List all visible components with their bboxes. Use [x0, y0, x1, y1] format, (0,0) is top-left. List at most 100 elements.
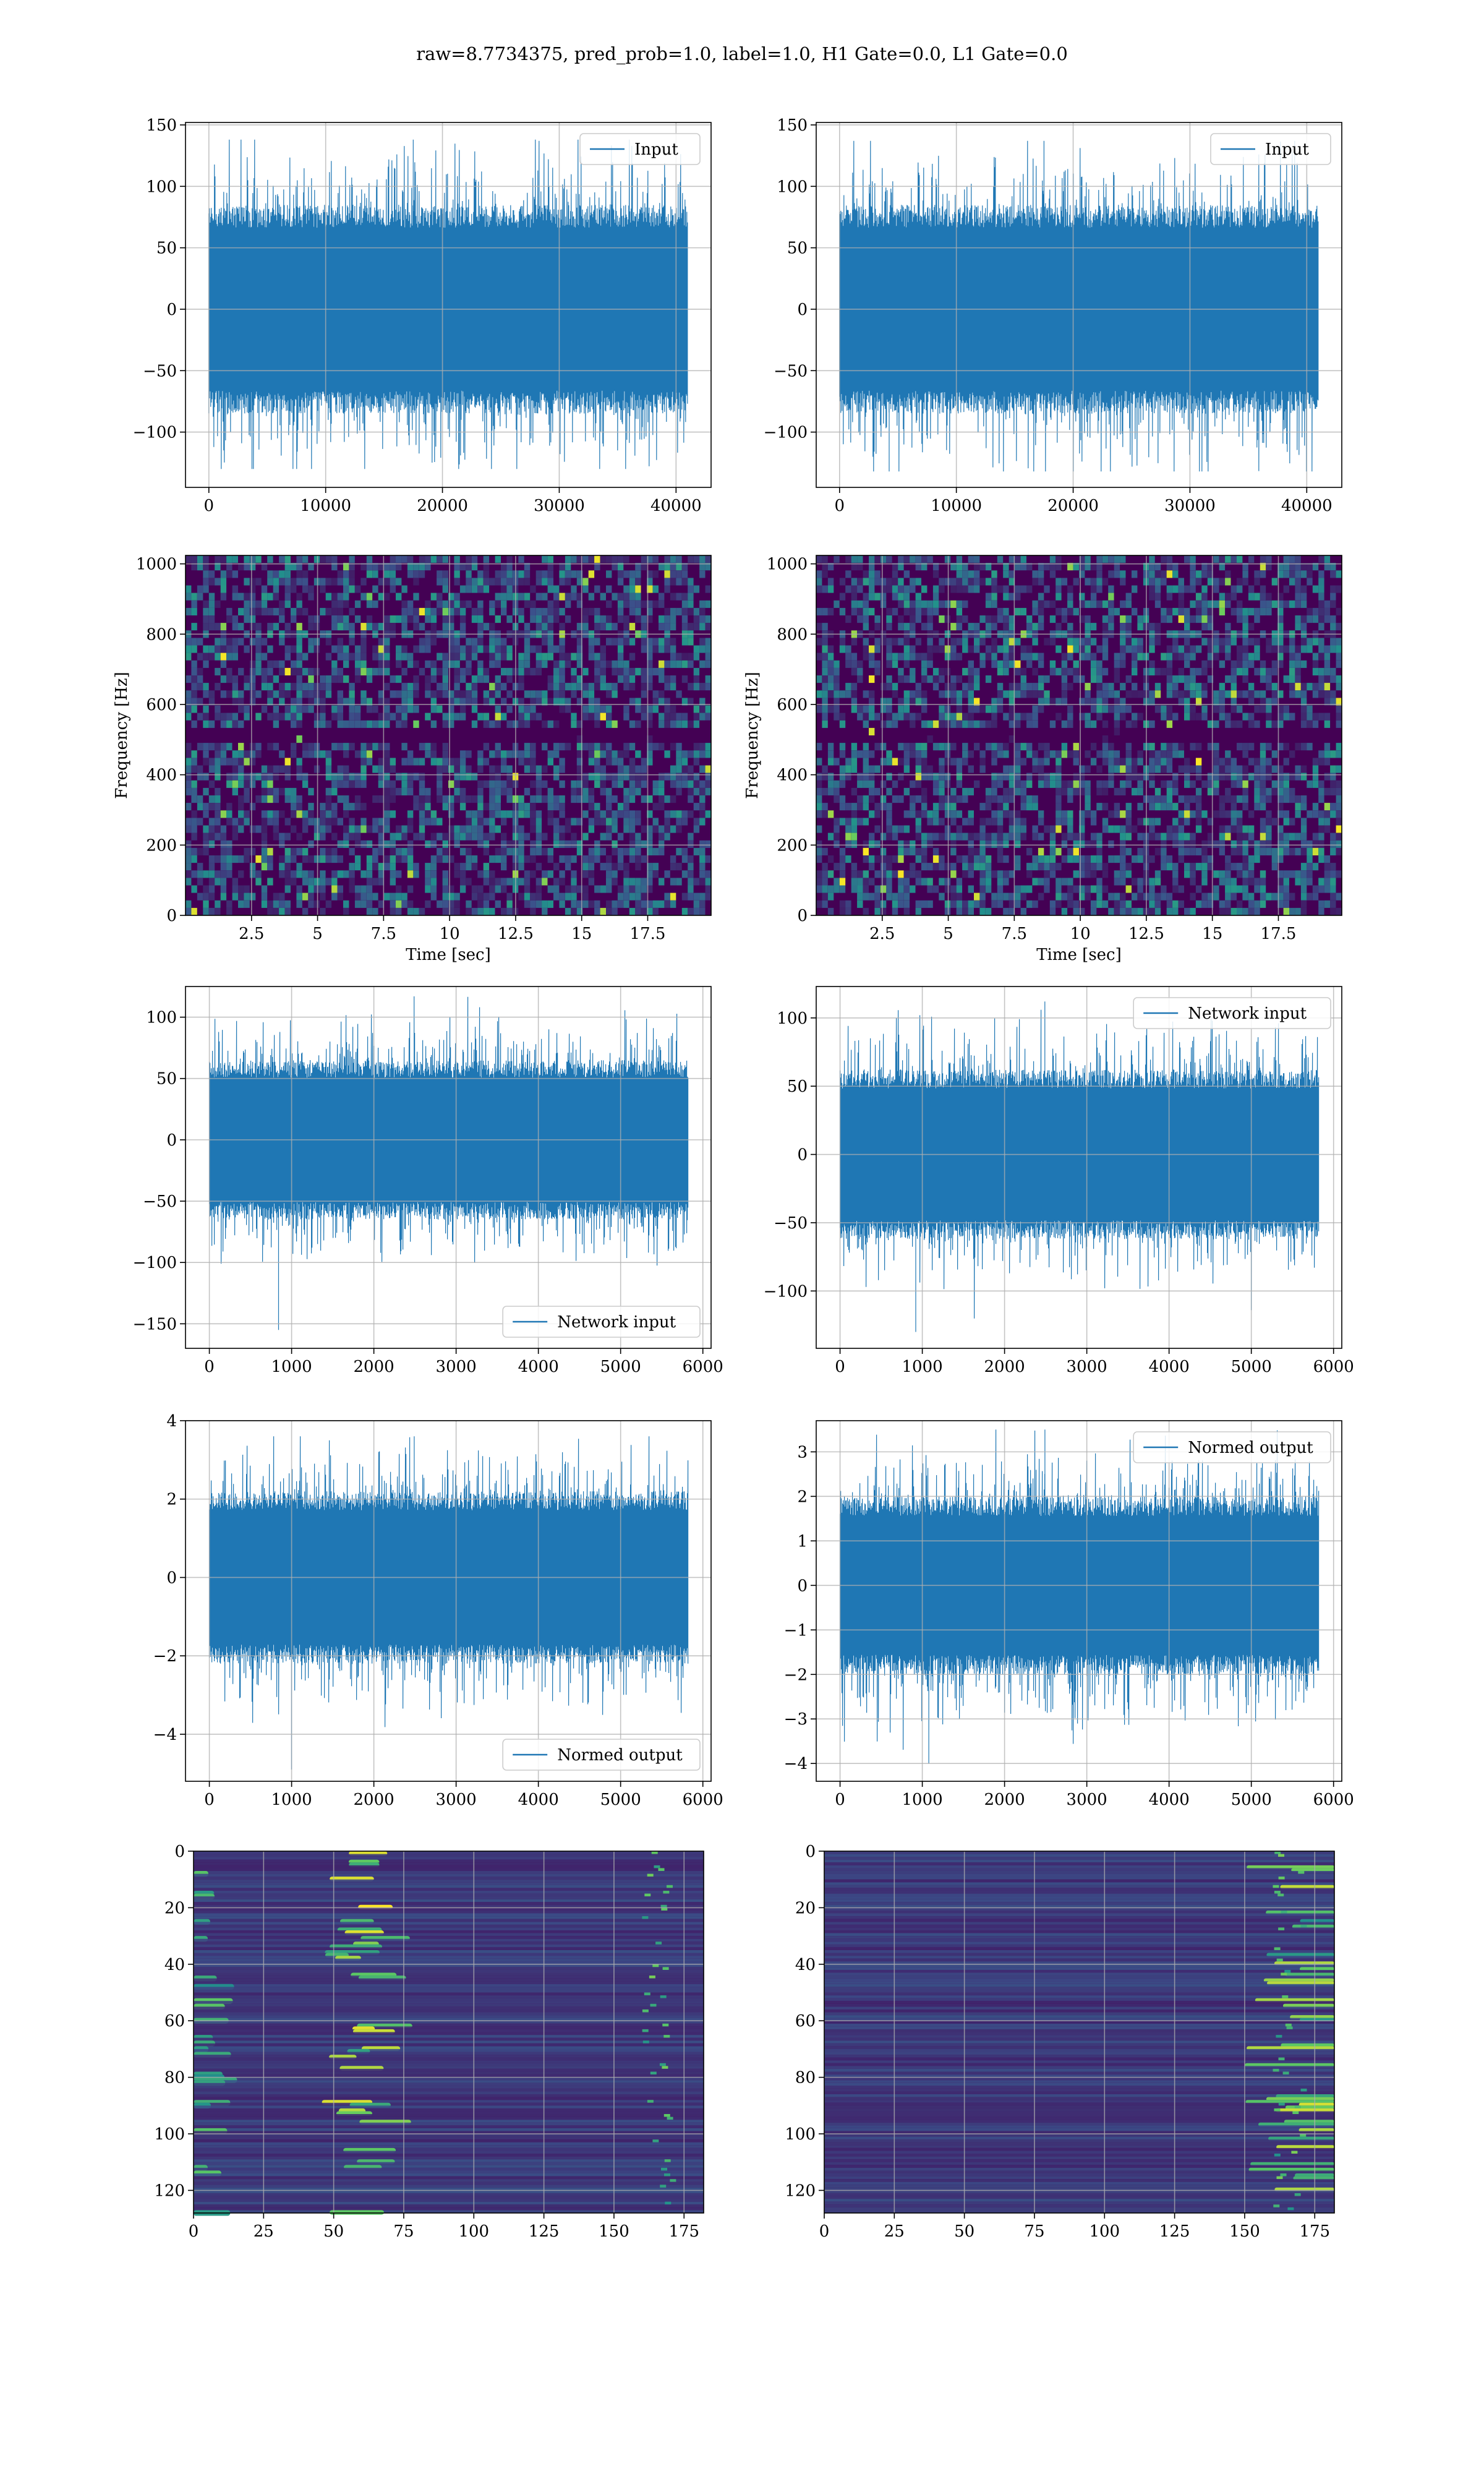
- heatmap-cell: [425, 870, 431, 878]
- heatmap-cell: [220, 653, 227, 661]
- heatmap-cell: [191, 825, 197, 833]
- heatmap-cell: [681, 660, 688, 668]
- gridlines: [186, 122, 711, 487]
- heatmap-cell: [325, 653, 332, 661]
- heatmap-cell: [1061, 698, 1068, 706]
- heatmap-cell: [1102, 780, 1109, 788]
- heatmap-cell: [454, 563, 460, 571]
- heatmap-cell: [208, 720, 215, 728]
- y-tick-label: 800: [146, 625, 177, 644]
- heatmap-cell: [203, 758, 209, 766]
- heatmap-cell: [1254, 847, 1260, 855]
- heatmap-cell: [261, 885, 268, 893]
- heatmap-cell: [354, 885, 361, 893]
- heatmap-cell: [360, 660, 367, 668]
- heatmap-cell: [1195, 683, 1202, 691]
- heatmap-cell: [839, 690, 846, 698]
- heatmap-cell: [1020, 825, 1026, 833]
- heatmap-cell: [238, 563, 244, 571]
- heatmap-cell: [249, 600, 256, 608]
- heatmap-cell: [238, 638, 244, 646]
- heatmap-cell: [1055, 578, 1062, 586]
- heatmap-cell: [1009, 825, 1015, 833]
- heatmap-cell: [197, 863, 203, 871]
- heatmap-cell: [401, 683, 407, 691]
- heatmap-cell: [880, 803, 887, 811]
- heatmap-cell: [1172, 570, 1179, 578]
- heatmap-cell: [1312, 847, 1319, 855]
- heatmap-cell: [950, 563, 957, 571]
- heatmap-cell: [296, 713, 302, 721]
- heatmap-cell: [419, 780, 425, 788]
- heatmap-cell: [1295, 578, 1301, 586]
- heatmap-cell: [652, 825, 659, 833]
- heatmap-cell: [396, 713, 402, 721]
- heatmap-cell: [284, 758, 291, 766]
- heatmap-cell: [1289, 892, 1295, 901]
- heatmap-cell: [898, 585, 904, 593]
- heatmap-cell: [600, 907, 606, 915]
- heatmap-cell: [1073, 833, 1079, 841]
- heatmap-cell: [699, 818, 706, 826]
- heatmap-cell: [208, 885, 215, 893]
- heatmap-cell: [1207, 892, 1214, 901]
- heatmap-cell: [1242, 825, 1248, 833]
- heatmap-cell: [1015, 750, 1021, 758]
- heatmap-cell: [1248, 653, 1255, 661]
- heatmap-cell: [186, 803, 192, 811]
- heatmap-cell: [261, 765, 268, 773]
- heatmap-cell: [617, 900, 624, 908]
- heatmap-cell: [1090, 758, 1097, 766]
- heatmap-cell: [343, 570, 349, 578]
- heatmap-cell: [670, 863, 676, 871]
- heatmap-cell: [1178, 690, 1184, 698]
- heatmap-cell: [1312, 667, 1319, 675]
- heatmap-cell: [612, 900, 618, 908]
- heatmap-cell: [576, 623, 583, 631]
- heatmap-cell: [313, 825, 320, 833]
- heatmap-cell: [1090, 638, 1097, 646]
- heatmap-cell: [501, 885, 507, 893]
- heatmap-cell: [968, 623, 974, 631]
- heatmap-cell: [699, 907, 706, 915]
- heatmap-cell: [366, 615, 373, 623]
- heatmap-cell: [1161, 750, 1167, 758]
- heatmap-cell: [530, 818, 536, 826]
- heatmap-cell: [681, 615, 688, 623]
- heatmap-cell: [939, 758, 945, 766]
- heatmap-cell: [664, 825, 670, 833]
- heatmap-cell: [985, 795, 992, 803]
- heatmap-cell: [384, 818, 390, 826]
- heatmap-cell: [407, 683, 414, 691]
- heatmap-cell: [681, 578, 688, 586]
- heatmap-cell: [1266, 600, 1272, 608]
- heatmap-cell: [401, 713, 407, 721]
- heatmap-cell: [822, 683, 828, 691]
- heatmap-cell: [483, 907, 490, 915]
- heatmap-cell: [208, 578, 215, 586]
- heatmap-cell: [1067, 795, 1073, 803]
- heatmap-cell: [623, 555, 629, 563]
- y-axis-label: Frequency [Hz]: [113, 672, 131, 799]
- heatmap-cell: [547, 683, 553, 691]
- heatmap-cell: [1015, 743, 1021, 751]
- heatmap-cell: [903, 698, 910, 706]
- heatmap-cell: [1009, 645, 1015, 653]
- heatmap-cell: [430, 855, 437, 863]
- heatmap-cell: [886, 615, 892, 623]
- heatmap-cell: [1149, 563, 1155, 571]
- heatmap-cell: [915, 607, 921, 615]
- heatmap-cell: [384, 623, 390, 631]
- heatmap-cell: [384, 660, 390, 668]
- heatmap-cell: [477, 713, 484, 721]
- heatmap-cell: [641, 563, 647, 571]
- heatmap-cell: [939, 743, 945, 751]
- heatmap-cell: [249, 690, 256, 698]
- heatmap-cell: [331, 713, 338, 721]
- heatmap-cell: [203, 787, 209, 795]
- heatmap-cell: [1277, 878, 1284, 886]
- heatmap-cell: [612, 555, 618, 563]
- heatmap-cell: [331, 705, 338, 713]
- heatmap-cell: [1073, 667, 1079, 675]
- heatmap-cell: [927, 645, 933, 653]
